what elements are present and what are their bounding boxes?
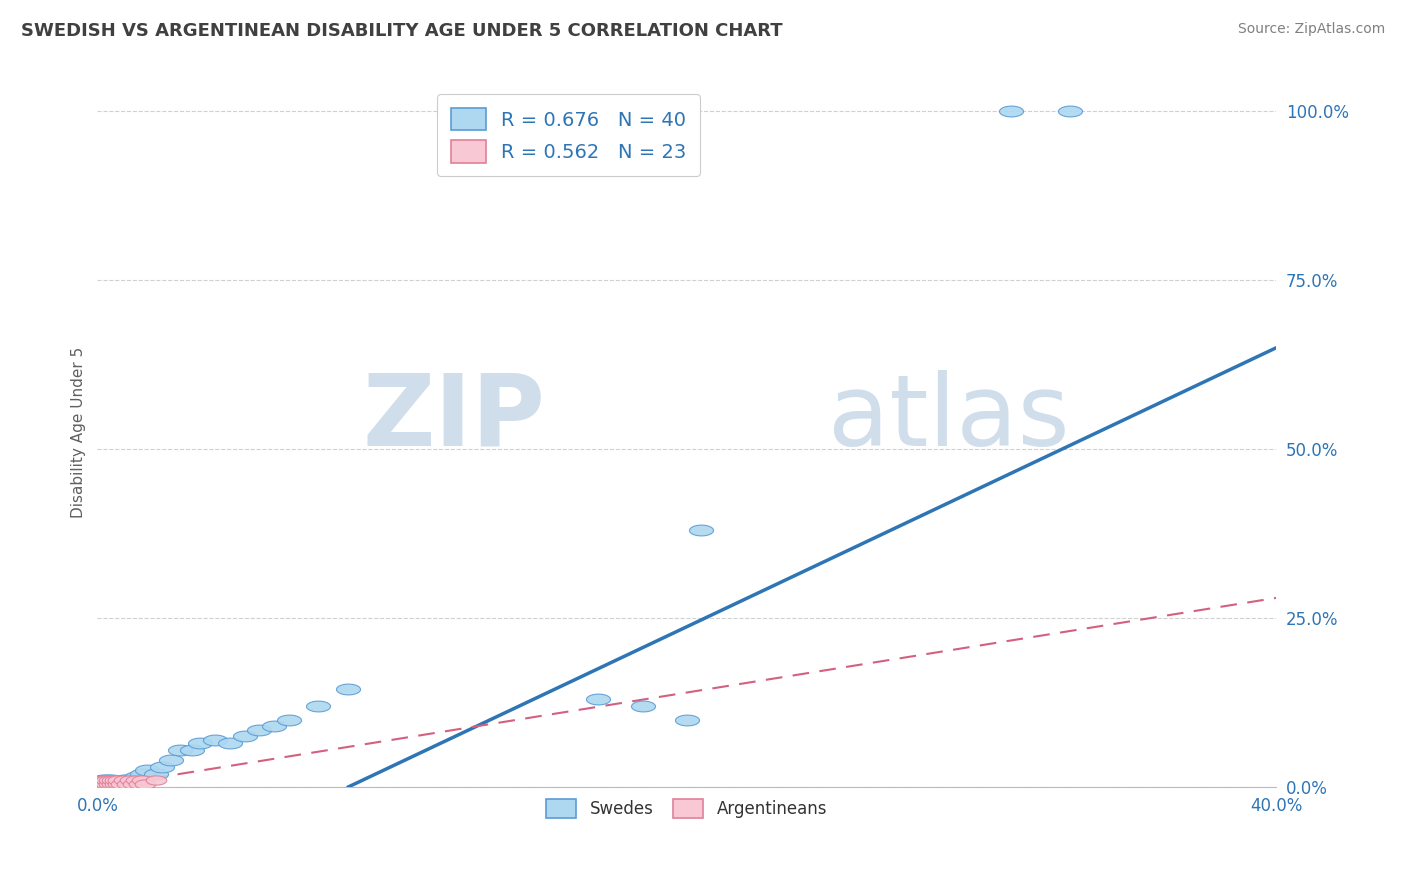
Point bbox=[131, 766, 153, 780]
Point bbox=[104, 777, 127, 791]
Point bbox=[104, 777, 127, 791]
Point bbox=[690, 524, 713, 538]
Point bbox=[98, 777, 121, 791]
Point bbox=[128, 777, 150, 791]
Point bbox=[307, 699, 329, 714]
Point bbox=[277, 713, 299, 727]
Text: Source: ZipAtlas.com: Source: ZipAtlas.com bbox=[1237, 22, 1385, 37]
Point bbox=[233, 730, 256, 744]
Point bbox=[107, 773, 129, 788]
Point bbox=[180, 743, 202, 757]
Point bbox=[118, 777, 141, 791]
Point bbox=[89, 777, 111, 791]
Point bbox=[115, 777, 138, 791]
Point bbox=[169, 743, 191, 757]
Point bbox=[263, 719, 285, 733]
Text: atlas: atlas bbox=[828, 369, 1070, 467]
Point bbox=[96, 773, 118, 788]
Point bbox=[249, 723, 271, 737]
Point bbox=[1059, 104, 1081, 119]
Y-axis label: Disability Age Under 5: Disability Age Under 5 bbox=[72, 347, 86, 518]
Point bbox=[1000, 104, 1022, 119]
Point bbox=[107, 777, 129, 791]
Point bbox=[101, 773, 124, 788]
Point bbox=[107, 777, 129, 791]
Point bbox=[98, 773, 121, 788]
Point bbox=[631, 699, 654, 714]
Point bbox=[101, 777, 124, 791]
Point bbox=[160, 753, 183, 767]
Point bbox=[110, 777, 132, 791]
Point bbox=[145, 766, 167, 780]
Point bbox=[131, 773, 153, 788]
Point bbox=[96, 777, 118, 791]
Point bbox=[98, 773, 121, 788]
Point bbox=[190, 736, 212, 750]
Point bbox=[124, 770, 146, 784]
Point bbox=[112, 773, 135, 788]
Point bbox=[150, 760, 173, 774]
Point bbox=[134, 777, 156, 791]
Point bbox=[121, 777, 143, 791]
Point bbox=[136, 764, 159, 778]
Point bbox=[91, 777, 114, 791]
Point bbox=[96, 777, 118, 791]
Point bbox=[91, 773, 114, 788]
Point bbox=[96, 773, 118, 788]
Point bbox=[89, 777, 111, 791]
Point bbox=[121, 773, 143, 788]
Point bbox=[101, 773, 124, 788]
Point bbox=[118, 773, 141, 788]
Point bbox=[145, 773, 167, 788]
Point bbox=[219, 736, 242, 750]
Point bbox=[91, 777, 114, 791]
Point bbox=[104, 773, 127, 788]
Point bbox=[101, 777, 124, 791]
Point bbox=[204, 732, 226, 747]
Text: ZIP: ZIP bbox=[363, 369, 546, 467]
Point bbox=[336, 682, 359, 697]
Legend: Swedes, Argentineans: Swedes, Argentineans bbox=[540, 792, 834, 825]
Point bbox=[124, 773, 146, 788]
Point bbox=[112, 773, 135, 788]
Point bbox=[115, 777, 138, 791]
Point bbox=[110, 777, 132, 791]
Point bbox=[675, 713, 697, 727]
Point bbox=[115, 773, 138, 788]
Point bbox=[588, 692, 610, 706]
Point bbox=[98, 777, 121, 791]
Point bbox=[91, 773, 114, 788]
Text: SWEDISH VS ARGENTINEAN DISABILITY AGE UNDER 5 CORRELATION CHART: SWEDISH VS ARGENTINEAN DISABILITY AGE UN… bbox=[21, 22, 783, 40]
